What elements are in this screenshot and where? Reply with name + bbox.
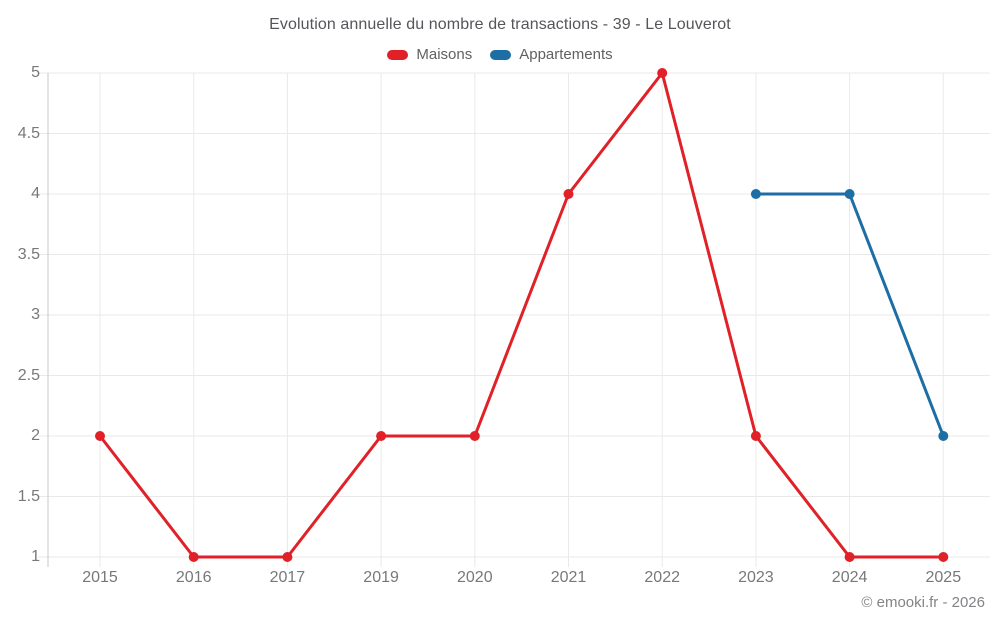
data-point-maisons[interactable] [657,68,668,78]
legend-swatch-maisons [387,49,409,60]
y-tick-label: 1 [31,548,40,565]
data-point-maisons[interactable] [469,431,480,441]
chart-title: Evolution annuelle du nombre de transact… [269,16,731,33]
data-point-maisons[interactable] [563,189,574,199]
y-tick-label: 5 [31,64,40,81]
x-tick-label: 2025 [925,569,962,586]
x-tick-label: 2022 [644,569,680,586]
data-point-maisons[interactable] [938,552,949,562]
y-tick-label: 3 [31,306,40,323]
data-point-appartements[interactable] [750,189,761,199]
y-tick-label: 1.5 [17,487,40,505]
x-tick-label: 2020 [457,569,493,586]
data-point-maisons[interactable] [844,552,855,562]
x-tick-label: 2017 [269,569,306,586]
data-point-maisons[interactable] [282,552,293,562]
legend: Maisons Appartements [0,46,1000,63]
x-tick-label: 2019 [363,569,399,586]
x-tick-label: 2016 [175,569,212,586]
data-point-maisons[interactable] [750,431,761,441]
data-point-maisons[interactable] [95,431,105,441]
y-tick-label: 2.5 [17,366,40,384]
series-line-maisons [98,71,945,559]
copyright-credit: © emooki.fr - 2026 [861,594,985,611]
legend-label: Maisons [416,46,473,63]
data-point-maisons[interactable] [376,431,387,441]
x-tick-label: 2015 [82,569,118,586]
legend-item-appartements[interactable]: Appartements [490,46,613,63]
y-tick-label: 3.5 [17,245,40,263]
x-tick-label: 2021 [550,569,587,586]
y-tick-label: 4.5 [17,124,40,142]
legend-label: Appartements [519,46,613,63]
x-tick-label: 2024 [831,569,868,586]
y-tick-label: 4 [31,185,40,202]
legend-item-maisons[interactable]: Maisons [387,46,472,63]
y-tick-label: 2 [31,427,40,444]
x-tick-label: 2023 [738,569,774,586]
data-point-appartements[interactable] [844,189,855,199]
legend-swatch-appartements [490,49,512,60]
data-point-appartements[interactable] [938,431,949,441]
data-point-maisons[interactable] [188,552,199,562]
